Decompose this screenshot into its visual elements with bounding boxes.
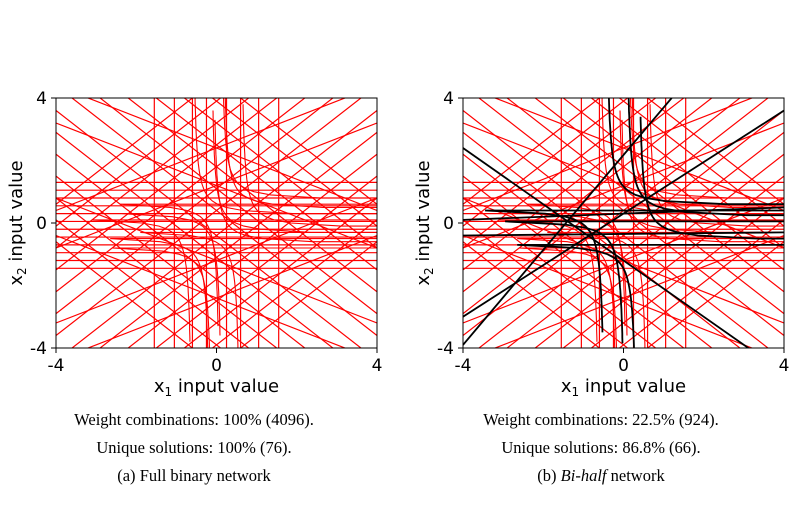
boundary-line [86,98,377,212]
boundary-line [71,98,377,336]
boundary-line [562,98,784,271]
x-tick-label: 4 [779,356,790,376]
boundary-line [590,98,784,249]
boundary-line [463,206,784,221]
boundary-line [463,131,741,348]
boundary-line [56,234,347,348]
boundary-line [463,197,657,348]
x-tick-label: 4 [372,356,383,376]
boundary-line [463,147,750,348]
x-tick-label: -4 [48,356,65,376]
boundary-line [463,234,754,348]
boundary-line [618,98,784,227]
boundary-line [506,98,784,315]
panel-b: -4 0 4 4 0 -4 x1 input value x2 input va… [413,89,790,399]
boundary-line [56,197,250,348]
caption-b-weights: Weight combinations: 22.5% (924). [483,410,719,429]
caption-a-unique: Unique solutions: 100% (76). [96,438,292,457]
plot-area-a [56,98,377,348]
x-axis-label: x1 input value [154,376,279,399]
boundary-line [56,175,278,348]
boundary-line [646,98,784,205]
y-axis-label: x2 input value [6,160,29,285]
boundary-line [211,98,377,227]
y-tick-label: 4 [36,89,47,109]
boundary-line [56,98,194,205]
boundary-line [183,98,377,249]
x-tick-label: 0 [211,356,222,376]
y-tick-label: 0 [36,214,47,234]
axes-frame-a [55,97,378,349]
boundary-line [239,241,377,348]
boundary-line [56,110,362,348]
y-tick-label: 4 [443,89,454,109]
boundary-line [646,241,784,348]
boundary-line [239,98,377,205]
y-tick-label: 0 [443,214,454,234]
caption-a-label: (a) Full binary network [117,466,271,485]
y-tick-label: -4 [437,339,454,359]
y-tick-label: -4 [30,339,47,359]
x-tick-label: -4 [455,356,472,376]
y-axis-label: x2 input value [413,160,436,285]
plot-area-b [463,98,784,348]
caption-a-weights: Weight combinations: 100% (4096). [74,410,314,429]
boundary-line [478,98,784,336]
boundary-line [493,98,784,212]
x-tick-label: 0 [618,356,629,376]
caption-b-label: (b) Bi-half network [537,466,665,485]
boundary-line [56,131,334,348]
boundary-line [99,98,377,315]
boundary-line [56,241,194,348]
panel-a: -4 0 4 4 0 -4 x1 input value x2 input va… [6,89,383,399]
boundary-line [463,110,769,348]
caption-b-unique: Unique solutions: 86.8% (66). [501,438,701,457]
axes-frame-b [462,97,785,349]
boundary-line [155,98,377,271]
boundary-line [463,231,784,237]
x-axis-label: x1 input value [561,376,686,399]
boundary-line [56,219,222,348]
boundary-line [463,219,629,348]
boundary-line [463,98,601,205]
